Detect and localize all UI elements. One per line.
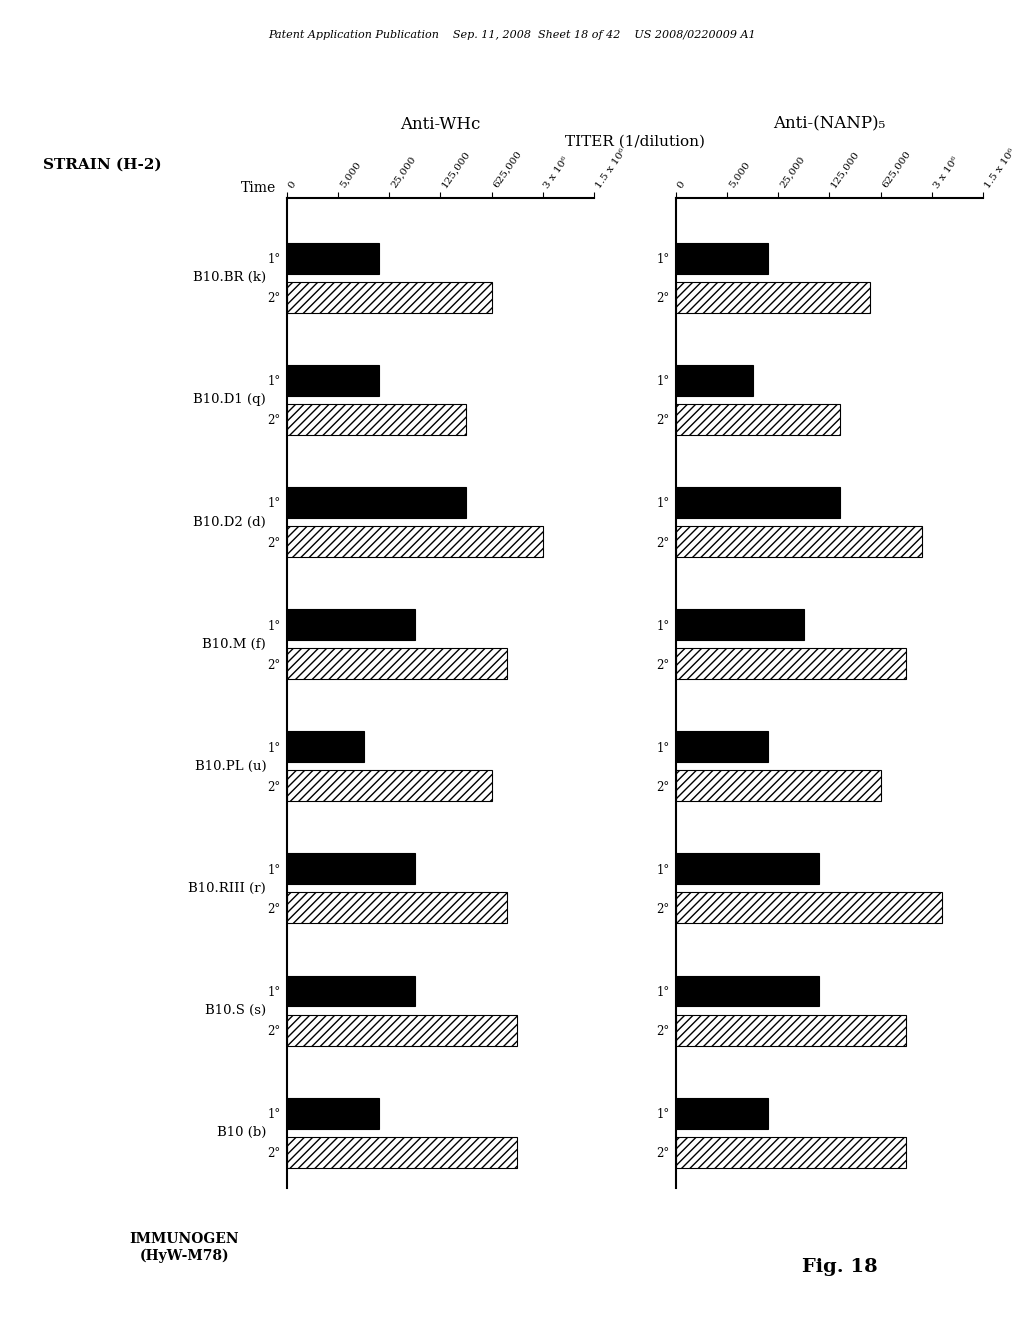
Text: B10.D1 (q): B10.D1 (q) <box>194 393 266 407</box>
Text: STRAIN (H-2): STRAIN (H-2) <box>43 158 162 172</box>
Bar <box>287 243 379 273</box>
Text: Fig. 18: Fig. 18 <box>802 1258 878 1276</box>
Text: Patent Application Publication    Sep. 11, 2008  Sheet 18 of 42    US 2008/02200: Patent Application Publication Sep. 11, … <box>268 30 756 41</box>
Bar <box>676 487 840 517</box>
Text: B10.PL (u): B10.PL (u) <box>195 760 266 772</box>
Bar <box>287 975 415 1006</box>
Bar <box>676 771 881 801</box>
Bar <box>676 731 768 762</box>
Bar <box>676 648 906 680</box>
Text: IMMUNOGEN
(HyW-M78): IMMUNOGEN (HyW-M78) <box>129 1232 240 1263</box>
Bar <box>287 771 492 801</box>
Bar <box>676 1098 768 1129</box>
Text: B10.BR (k): B10.BR (k) <box>194 272 266 284</box>
Bar <box>676 975 819 1006</box>
Bar <box>676 404 840 434</box>
Bar <box>287 648 507 680</box>
Text: Time: Time <box>242 181 276 195</box>
Bar <box>287 1015 517 1045</box>
Bar <box>287 1137 517 1168</box>
Text: B10.S (s): B10.S (s) <box>205 1005 266 1016</box>
Bar <box>676 609 804 640</box>
Bar <box>676 364 753 396</box>
Bar <box>676 243 768 273</box>
Bar <box>287 1098 379 1129</box>
Bar <box>676 282 870 313</box>
Text: B10.RIII (r): B10.RIII (r) <box>188 882 266 895</box>
Bar <box>287 854 415 884</box>
Bar <box>287 487 466 517</box>
Bar <box>287 364 379 396</box>
Bar <box>676 527 922 557</box>
Text: B10.D2 (d): B10.D2 (d) <box>194 516 266 528</box>
Bar <box>287 282 492 313</box>
Bar <box>676 892 942 924</box>
Bar <box>287 609 415 640</box>
Text: Anti-WHc: Anti-WHc <box>400 116 480 132</box>
Text: B10.M (f): B10.M (f) <box>203 638 266 651</box>
Bar <box>676 1015 906 1045</box>
Bar <box>287 892 507 924</box>
Bar <box>676 1137 906 1168</box>
Bar <box>287 527 543 557</box>
Bar <box>287 404 466 434</box>
Text: B10 (b): B10 (b) <box>217 1126 266 1139</box>
Text: Anti-(NANP)₅: Anti-(NANP)₅ <box>773 116 886 132</box>
Bar <box>287 731 364 762</box>
Bar <box>676 854 819 884</box>
Text: TITER (1/dilution): TITER (1/dilution) <box>565 135 705 148</box>
